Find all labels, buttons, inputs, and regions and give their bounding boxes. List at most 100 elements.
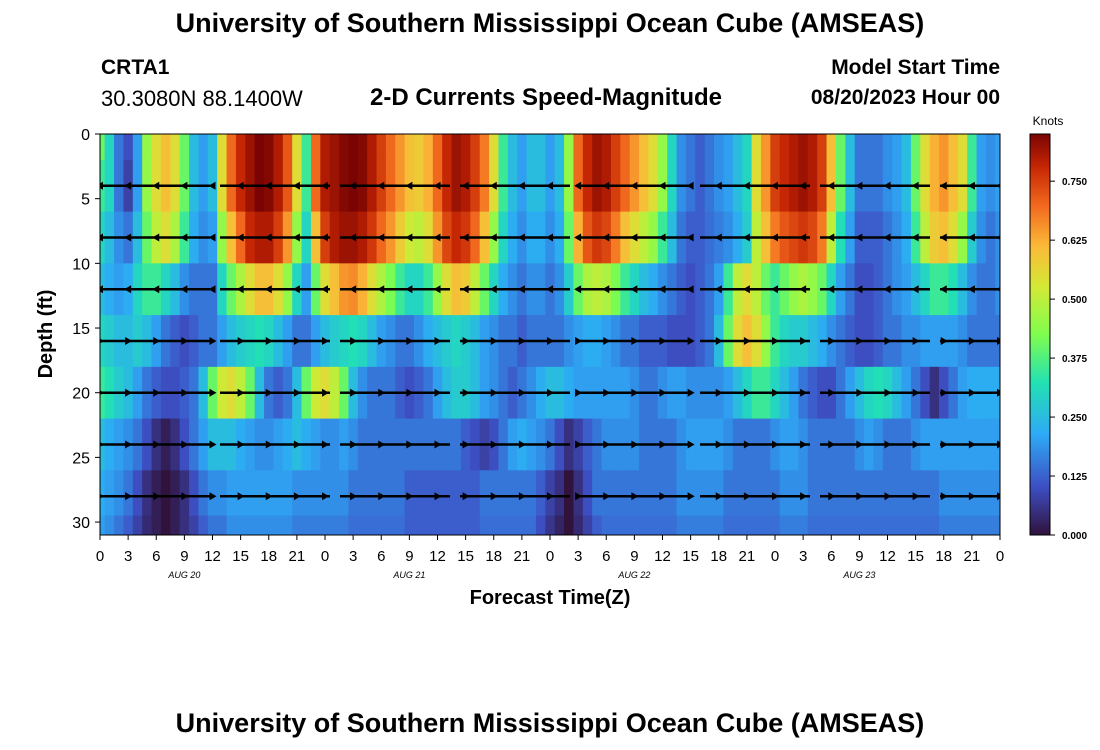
vector-arrowhead: [153, 388, 161, 397]
vector-arrowhead: [743, 492, 751, 501]
heatmap-cell: [489, 470, 500, 517]
x-tick-label: 12: [654, 548, 671, 565]
heatmap-cell: [779, 515, 790, 535]
vector-arrowhead: [462, 492, 470, 501]
x-tick-label: 18: [485, 548, 502, 565]
vector-arrowhead: [406, 388, 414, 397]
vector-arrowhead: [124, 285, 132, 294]
vector-arrowhead: [686, 181, 694, 190]
x-tick-label: 15: [682, 548, 699, 565]
heatmap-cell: [770, 470, 781, 517]
vector-arrowhead: [264, 181, 272, 190]
vector-arrowhead: [322, 336, 329, 345]
heatmap-cell: [264, 470, 275, 517]
vector-arrowhead: [180, 285, 188, 294]
heatmap-cell: [807, 470, 818, 517]
heatmap-cell: [910, 134, 921, 161]
heatmap-cell: [817, 134, 828, 161]
heatmap-cell: [432, 515, 443, 535]
x-tick-label: 0: [546, 548, 554, 565]
vector-arrowhead: [462, 388, 470, 397]
heatmap-cell: [929, 366, 940, 420]
heatmap-cell: [329, 470, 340, 517]
vector-arrowhead: [800, 440, 808, 449]
heatmap-cell: [320, 470, 331, 517]
heatmap-cell: [704, 134, 715, 161]
heatmap-cell: [929, 134, 940, 161]
heatmap-cell: [489, 134, 500, 161]
vector-arrowhead: [912, 336, 920, 345]
vector-arrowhead: [630, 285, 638, 294]
heatmap-cell: [779, 134, 790, 161]
vector-arrowhead: [433, 285, 441, 294]
vector-arrowhead: [800, 336, 808, 345]
heatmap-cell: [592, 470, 603, 517]
heatmap-cell: [189, 470, 200, 517]
heatmap-cell: [235, 470, 246, 517]
heatmap-cell: [217, 515, 228, 535]
heatmap-cell: [845, 515, 856, 535]
heatmap-cell: [226, 134, 237, 161]
heatmap-cell: [601, 515, 612, 535]
heatmap-cell: [254, 470, 265, 517]
vector-arrowhead: [350, 336, 358, 345]
x-tick-label: 3: [124, 548, 132, 565]
vector-arrowhead: [100, 285, 103, 294]
heatmap-cell: [451, 366, 462, 420]
heatmap-cell: [789, 134, 800, 161]
vector-arrowhead: [547, 336, 554, 345]
heatmap-cell: [245, 134, 256, 161]
heatmap-cell: [395, 134, 406, 161]
vector-arrowhead: [433, 233, 441, 242]
vector-arrowhead: [940, 492, 948, 501]
vector-arrowhead: [125, 440, 133, 449]
heatmap-cell: [329, 134, 340, 161]
heatmap-cell: [367, 515, 378, 535]
vector-arrowhead: [100, 181, 103, 190]
vector-arrowhead: [658, 233, 666, 242]
heatmap-cell: [714, 470, 725, 517]
heatmap-cell: [329, 418, 340, 471]
heatmap-cell: [929, 470, 940, 517]
heatmap-cell: [667, 515, 678, 535]
vector-arrowhead: [292, 181, 300, 190]
vector-arrowhead: [659, 440, 667, 449]
vector-arrowhead: [350, 492, 358, 501]
heatmap-cell: [648, 515, 659, 535]
vector-arrowhead: [489, 181, 497, 190]
heatmap-cell: [132, 470, 143, 517]
vector-arrowhead: [293, 388, 301, 397]
heatmap-cell: [217, 470, 228, 517]
vector-arrowhead: [659, 336, 667, 345]
heatmap-cell: [864, 515, 875, 535]
heatmap-cell: [235, 134, 246, 161]
speed-heatmap: [100, 134, 1000, 535]
heatmap-cell: [526, 134, 537, 161]
heatmap-cell: [385, 515, 396, 535]
vector-arrowhead: [967, 181, 975, 190]
vector-arrowhead: [968, 388, 976, 397]
heatmap-cell: [526, 515, 537, 535]
vector-arrowhead: [322, 388, 329, 397]
heatmap-cell: [648, 134, 659, 161]
heatmap-cell: [554, 515, 565, 535]
heatmap-cell: [845, 134, 856, 161]
heatmap-cell: [348, 515, 359, 535]
heatmap-cell: [179, 515, 190, 535]
vector-arrowhead: [630, 181, 638, 190]
vector-arrowhead: [209, 440, 217, 449]
heatmap-cell: [489, 515, 500, 535]
vector-arrowhead: [686, 285, 694, 294]
heatmap-cell: [723, 470, 734, 517]
vector-arrowhead: [517, 285, 525, 294]
heatmap-cell: [254, 515, 265, 535]
vector-arrowhead: [153, 492, 161, 501]
heatmap-cell: [554, 134, 565, 161]
vector-arrowhead: [237, 388, 245, 397]
heatmap-cell: [807, 134, 818, 161]
vector-arrowhead: [377, 181, 385, 190]
heatmap-cell: [273, 470, 284, 517]
heatmap-cell: [807, 263, 818, 316]
x-tick-label: 3: [349, 548, 357, 565]
